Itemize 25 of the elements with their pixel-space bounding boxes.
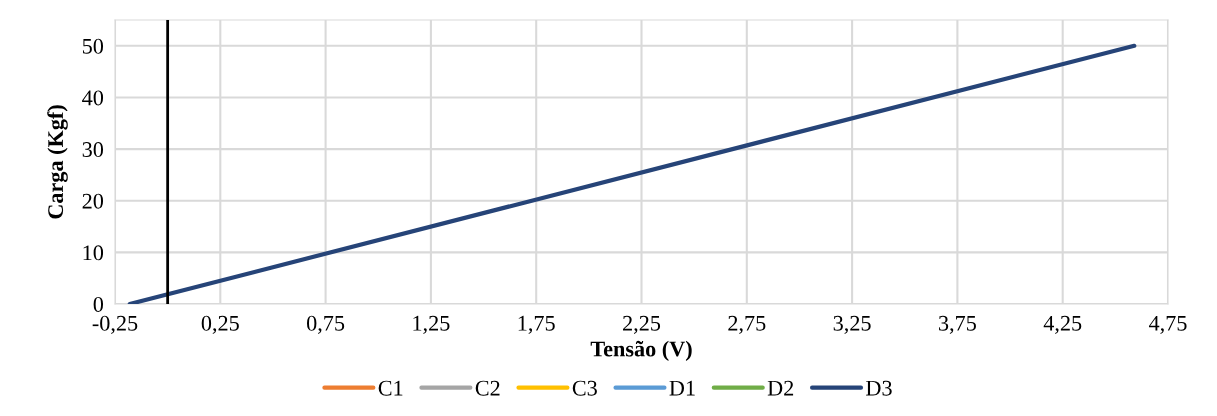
- x-tick-label: 3,75: [939, 315, 976, 334]
- legend-label: D3: [866, 380, 892, 396]
- y-tick-label: 50: [82, 38, 104, 54]
- legend-label: C1: [378, 380, 403, 396]
- legend-label: C2: [475, 380, 500, 396]
- y-tick-label: 10: [83, 245, 104, 261]
- x-tick-label: 1,25: [413, 315, 450, 334]
- x-tick-label: 0,25: [201, 315, 239, 334]
- x-axis-title: Tensão (V): [590, 340, 692, 362]
- legend-label: D1: [669, 380, 695, 396]
- x-tick-label: 2,25: [623, 315, 661, 334]
- x-tick-label: 4,25: [1043, 315, 1082, 334]
- x-tick-label: 3,25: [833, 315, 871, 334]
- legend-label: C3: [572, 380, 597, 396]
- x-tick-label: 1,75: [518, 315, 555, 334]
- legend-label: D2: [767, 380, 794, 396]
- y-tick-label: 20: [82, 193, 104, 209]
- x-tick-label: 2,75: [728, 315, 766, 334]
- y-tick-label: 0: [93, 296, 104, 312]
- y-axis-title: Carga (Kgf): [47, 105, 68, 219]
- x-tick-label: 0,75: [307, 315, 345, 334]
- x-tick-label: -0,25: [92, 315, 138, 334]
- x-tick-label: 4,75: [1148, 315, 1187, 334]
- y-tick-label: 30: [82, 142, 104, 158]
- y-tick-label: 40: [82, 90, 104, 106]
